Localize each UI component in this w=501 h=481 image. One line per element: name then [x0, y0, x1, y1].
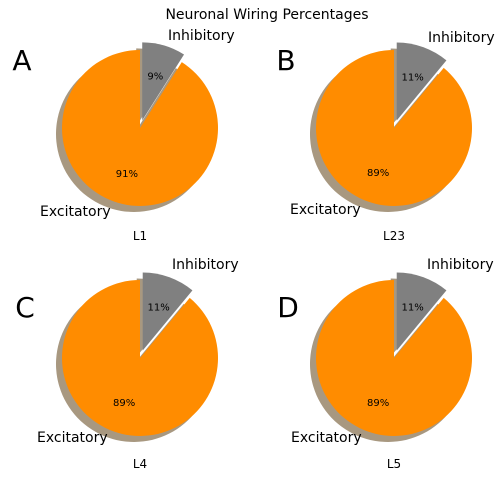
excitatory-pct-label: 91%: [116, 169, 138, 180]
pie-panel-a: 9% 91% Inhibitory Excitatory A L1: [12, 28, 234, 243]
inhibitory-label: Inhibitory: [427, 257, 494, 273]
inhibitory-slice: [396, 42, 447, 121]
pie-panel-d: 11% 89% Inhibitory Excitatory D L5: [277, 257, 493, 471]
pie-panel-c: 11% 89% Inhibitory Excitatory C L4: [15, 257, 238, 471]
excitatory-pct-label: 89%: [367, 398, 389, 409]
inhibitory-label: Inhibitory: [428, 30, 495, 46]
inhibitory-pct-label: 11%: [147, 302, 169, 313]
inhibitory-label: Inhibitory: [168, 28, 235, 44]
excitatory-slice: [316, 50, 473, 207]
inhibitory-pct-label: 9%: [147, 71, 163, 82]
panel-xlabel: L23: [383, 229, 405, 243]
panel-xlabel: L4: [133, 457, 147, 471]
excitatory-pct-label: 89%: [113, 398, 135, 409]
chart-title: Neuronal Wiring Percentages: [165, 7, 368, 23]
panel-xlabel: L5: [387, 457, 401, 471]
inhibitory-label: Inhibitory: [172, 257, 239, 273]
inhibitory-slice: [142, 42, 185, 121]
panel-letter: A: [12, 44, 31, 77]
excitatory-label: Excitatory: [37, 430, 108, 446]
excitatory-label: Excitatory: [291, 430, 362, 446]
excitatory-pct-label: 89%: [367, 168, 389, 179]
inhibitory-slice: [396, 272, 447, 351]
panel-letter: C: [15, 291, 35, 324]
panel-letter: D: [277, 291, 299, 324]
excitatory-label: Excitatory: [40, 204, 111, 220]
pie-panel-b: 11% 89% Inhibitory Excitatory B L23: [276, 30, 494, 243]
excitatory-slice: [62, 280, 219, 437]
panel-letter: B: [276, 44, 295, 77]
inhibitory-pct-label: 11%: [401, 72, 423, 83]
excitatory-slice: [61, 50, 218, 206]
excitatory-label: Excitatory: [290, 202, 361, 218]
inhibitory-slice: [142, 272, 193, 351]
excitatory-slice: [316, 280, 473, 437]
inhibitory-pct-label: 11%: [401, 302, 423, 313]
panel-xlabel: L1: [133, 229, 147, 243]
